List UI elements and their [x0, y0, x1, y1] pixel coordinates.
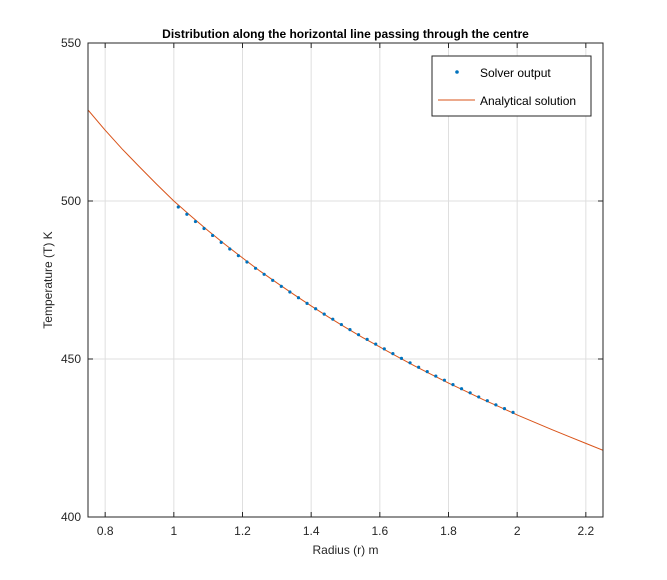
ticks: [88, 42, 603, 518]
solver-output-point: [211, 233, 215, 238]
solver-output-point: [477, 395, 481, 399]
solver-output-point: [391, 352, 395, 356]
solver-output-point: [262, 272, 266, 276]
solver-output-point: [468, 391, 472, 395]
solver-output-point: [408, 361, 412, 365]
solver-output-point: [253, 266, 258, 270]
solver-output-point: [314, 307, 318, 311]
x-tick-label: 1.4: [303, 524, 320, 538]
solver-output-point: [502, 407, 507, 411]
tick-labels: 0.8 1 1.2 1.4 1.6 1.8 2 2.2 400 450 500 550: [61, 36, 595, 538]
x-tick-label: 1.6: [371, 524, 388, 538]
solver-output-point: [442, 378, 446, 382]
legend: Solver output Analytical solution: [431, 55, 592, 117]
solver-output-point: [399, 356, 404, 360]
solver-output-point: [236, 254, 240, 258]
legend-box: [431, 55, 592, 117]
y-tick-label: 400: [61, 510, 81, 524]
solver-output-point: [374, 342, 378, 346]
y-tick-label: 550: [61, 36, 81, 50]
solver-output-point: [202, 226, 206, 231]
chart-title: Distribution along the horizontal line p…: [162, 27, 529, 41]
solver-output-point: [434, 374, 438, 378]
series-layer: [88, 109, 603, 451]
solver-output-point: [228, 247, 232, 251]
legend-label-solver-output: Solver output: [480, 66, 551, 80]
solver-output-point: [245, 260, 249, 264]
x-tick-label: 0.8: [97, 524, 114, 538]
legend-label-analytical-solution: Analytical solution: [480, 94, 576, 108]
solver-output-point: [494, 403, 498, 407]
solver-output-point: [459, 387, 464, 391]
x-tick-label: 2: [514, 524, 521, 538]
x-tick-label: 1: [170, 524, 177, 538]
solver-output-point: [288, 290, 292, 294]
x-axis-label: Radius (r) m: [312, 543, 378, 557]
solver-output-point: [185, 212, 189, 216]
x-tick-label: 1.8: [440, 524, 457, 538]
x-tick-label: 2.2: [577, 524, 594, 538]
solver-output-point: [271, 278, 275, 282]
solver-output-point: [365, 337, 369, 342]
series-line-analytical-solution: [88, 109, 603, 451]
solver-output-point: [348, 328, 352, 332]
solver-output-point: [485, 399, 489, 403]
solver-output-point: [417, 365, 421, 369]
solver-output-point: [382, 347, 386, 351]
solver-output-point: [339, 322, 343, 327]
solver-output-point: [451, 382, 455, 387]
solver-output-point: [305, 301, 309, 305]
solver-output-point: [296, 296, 301, 300]
solver-output-point: [279, 284, 283, 288]
y-axis-label: Temperature (T) K: [41, 231, 55, 328]
solver-output-point: [219, 240, 223, 244]
y-tick-label: 500: [61, 194, 81, 208]
y-tick-label: 450: [61, 352, 81, 366]
solver-output-point: [193, 219, 198, 224]
solver-output-point: [511, 410, 515, 415]
solver-output-point: [356, 333, 361, 337]
plot-frame: [87, 42, 604, 518]
solver-output-point: [322, 312, 326, 316]
solver-output-point: [176, 205, 180, 209]
legend-marker-solver-output: [455, 70, 459, 74]
solver-output-point: [331, 317, 335, 321]
x-tick-label: 1.2: [234, 524, 251, 538]
solver-output-point: [425, 370, 429, 374]
